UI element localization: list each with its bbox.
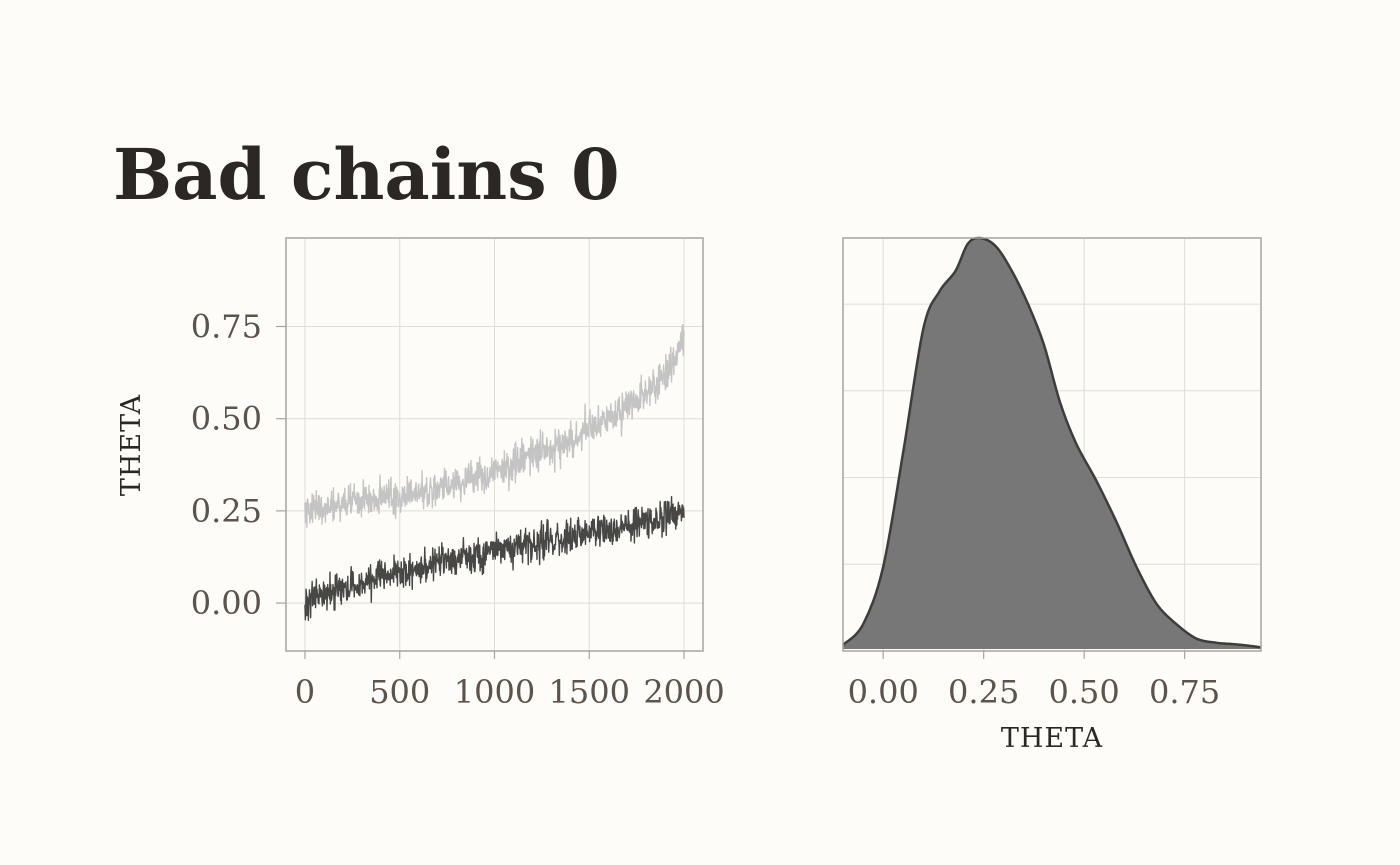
- trace-series-1-line: [304, 495, 685, 621]
- trace-panel: 0 500 1000 1500 2000 0.00 0.25 0.50 0.75 THETA: [116, 237, 725, 711]
- trace-y-axis-label: THETA: [116, 394, 147, 496]
- chart-title: Bad chains 0: [113, 133, 620, 216]
- trace-y-tick-label-1: 0.25: [191, 492, 262, 530]
- trace-series-0-line: [304, 323, 685, 529]
- trace-x-ticks: 0 500 1000 1500 2000: [295, 651, 725, 711]
- trace-y-tick-label-2: 0.50: [191, 400, 262, 438]
- trace-series: [304, 323, 685, 621]
- density-panel: 0.00 0.25 0.50 0.75 THETA: [842, 236, 1262, 754]
- density-frame: [842, 237, 1262, 652]
- trace-y-tick-label-0: 0.00: [191, 584, 262, 622]
- trace-y-ticks: 0.00 0.25 0.50 0.75: [191, 308, 286, 622]
- density-x-ticks: 0.00 0.25 0.50 0.75: [848, 651, 1220, 711]
- trace-grid: [286, 238, 703, 651]
- density-x-tick-label-1: 0.25: [948, 673, 1019, 711]
- density-x-tick-label-3: 0.75: [1149, 673, 1220, 711]
- trace-x-tick-label-2: 1000: [454, 673, 535, 711]
- density-area: [843, 237, 1261, 649]
- density-x-tick-label-2: 0.50: [1049, 673, 1120, 711]
- trace-x-tick-label-0: 0: [295, 673, 315, 711]
- density-x-axis-label: THETA: [1001, 723, 1103, 754]
- density-x-tick-label-0: 0.00: [848, 673, 919, 711]
- density-line: [842, 236, 1262, 649]
- trace-x-tick-label-1: 500: [369, 673, 430, 711]
- trace-x-tick-label-4: 2000: [643, 673, 724, 711]
- trace-x-tick-label-3: 1500: [549, 673, 630, 711]
- trace-y-tick-label-3: 0.75: [191, 308, 262, 346]
